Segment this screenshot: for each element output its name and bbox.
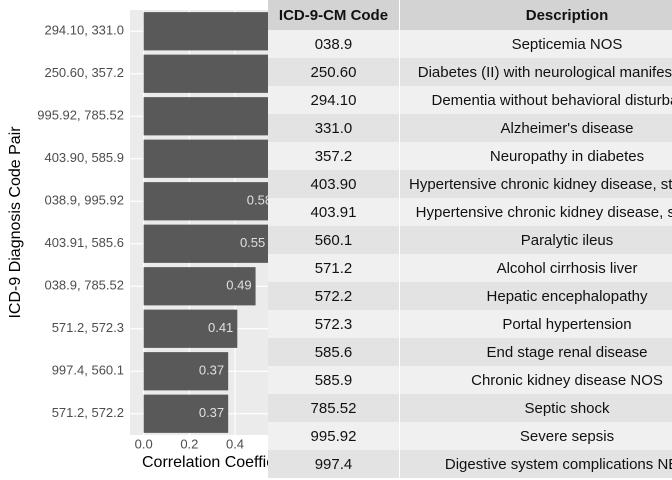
x-tick-label: 0.4 (226, 436, 244, 451)
table-cell: Portal hypertension (399, 310, 672, 338)
y-axis-label: ICD-9 Diagnosis Code Pair (7, 126, 24, 319)
table-row: 997.4 Digestive system complications NEC (268, 450, 672, 478)
table-cell: 403.91 (268, 198, 400, 226)
table-row: 250.60 Diabetes (II) with neurological ma… (268, 58, 672, 86)
table-row: 038.9 Septicemia NOS (268, 30, 672, 58)
table-row: 572.3 Portal hypertension (268, 310, 672, 338)
table-cell: Alzheimer's disease (399, 114, 672, 142)
bar (143, 224, 270, 263)
x-tick-label: 0.2 (180, 436, 198, 451)
table-cell: 560.1 (268, 226, 400, 254)
table-cell: Digestive system complications NEC (399, 450, 672, 478)
y-tick-label: 403.90, 585.9 (44, 150, 124, 165)
table-cell: 785.52 (268, 394, 400, 422)
column-header: Description (399, 0, 672, 30)
table-cell: 995.92 (268, 422, 400, 450)
table-row: 585.9 Chronic kidney disease NOS (268, 366, 672, 394)
table-cell: Neuropathy in diabetes (399, 142, 672, 170)
table-cell: Chronic kidney disease NOS (399, 366, 672, 394)
table-row: 403.91 Hypertensive chronic kidney diseas… (268, 198, 672, 226)
table-cell: 294.10 (268, 86, 400, 114)
table-cell: 357.2 (268, 142, 400, 170)
bar (143, 309, 238, 348)
table-cell: Septic shock (399, 394, 672, 422)
table-cell: Alcohol cirrhosis liver (399, 254, 672, 282)
bar (143, 267, 256, 306)
value-label: 0.55 (240, 235, 265, 250)
header-row: ICD-9-CM Code Description (268, 0, 672, 30)
y-tick-label: 038.9, 785.52 (44, 278, 124, 293)
table-cell: Septicemia NOS (399, 30, 672, 58)
x-tick-label: 0.0 (135, 436, 153, 451)
table-cell: Diabetes (II) with neurological manifest… (399, 58, 672, 86)
table-cell: 572.2 (268, 282, 400, 310)
table-cell: 997.4 (268, 450, 400, 478)
table-cell: Hepatic encephalopathy (399, 282, 672, 310)
table-cell: Paralytic ileus (399, 226, 672, 254)
bar (143, 182, 277, 221)
table-row: 294.10 Dementia without behavioral distur… (268, 86, 672, 114)
table-cell: 038.9 (268, 30, 400, 58)
table-row: 572.2 Hepatic encephalopathy (268, 282, 672, 310)
y-tick-label: 403.91, 585.6 (44, 235, 124, 250)
table-cell: Hypertensive chronic kidney disease, sta… (399, 170, 672, 198)
table-cell: 403.90 (268, 170, 400, 198)
bar (143, 352, 229, 391)
table-row: 560.1 Paralytic ileus (268, 226, 672, 254)
value-label: 0.58 (247, 193, 272, 208)
y-tick-label: 250.60, 357.2 (44, 65, 124, 80)
table-cell: 571.2 (268, 254, 400, 282)
value-label: 0.37 (199, 405, 224, 420)
table-cell: 250.60 (268, 58, 400, 86)
bar (143, 394, 229, 433)
value-label: 0.41 (208, 320, 233, 335)
table-row: 785.52 Septic shock (268, 394, 672, 422)
table-cell: 331.0 (268, 114, 400, 142)
table-row: 995.92 Severe sepsis (268, 422, 672, 450)
table-cell: End stage renal disease (399, 338, 672, 366)
table-cell: 585.9 (268, 366, 400, 394)
value-label: 0.37 (199, 363, 224, 378)
code-table: ICD-9-CM Code Description 038.9 Septicemia … (268, 0, 672, 480)
table-row: 357.2 Neuropathy in diabetes (268, 142, 672, 170)
x-axis-label: Correlation Coefficient (142, 454, 301, 471)
table-cell: 572.3 (268, 310, 400, 338)
table-cell: Dementia without behavioral disturbance (399, 86, 672, 114)
table-cell: Severe sepsis (399, 422, 672, 450)
y-tick-label: 294.10, 331.0 (44, 23, 124, 38)
table-row: 403.90 Hypertensive chronic kidney diseas… (268, 170, 672, 198)
y-tick-label: 038.9, 995.92 (44, 193, 124, 208)
y-tick-label: 571.2, 572.2 (52, 405, 124, 420)
y-tick-label: 571.2, 572.3 (52, 320, 124, 335)
table-row: 585.6 End stage renal disease (268, 338, 672, 366)
y-tick-label: 995.92, 785.52 (37, 108, 124, 123)
value-label: 0.49 (226, 278, 251, 293)
y-tick-label: 997.4, 560.1 (52, 363, 124, 378)
table-row: 331.0 Alzheimer's disease (268, 114, 672, 142)
table-cell: 585.6 (268, 338, 400, 366)
table-cell: Hypertensive chronic kidney disease, sta… (399, 198, 672, 226)
column-header: ICD-9-CM Code (268, 0, 400, 30)
table-row: 571.2 Alcohol cirrhosis liver (268, 254, 672, 282)
